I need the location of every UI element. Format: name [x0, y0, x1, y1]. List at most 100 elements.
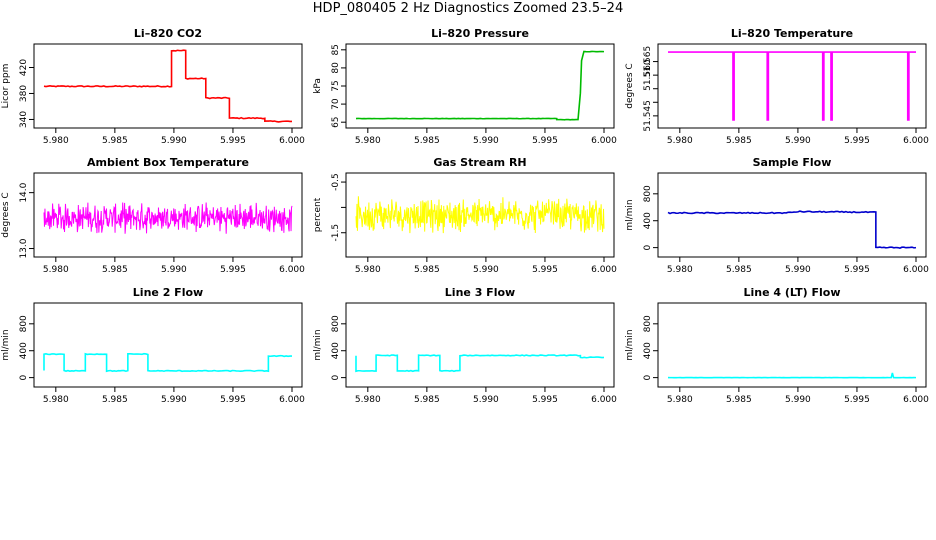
x-tick-label: 5.990	[473, 136, 499, 146]
x-tick-label: 5.995	[220, 136, 246, 146]
x-tick-label: 5.995	[220, 265, 246, 275]
x-tick-label: 5.995	[844, 395, 870, 405]
x-tick-label: 5.995	[532, 136, 558, 146]
data-series-line	[668, 51, 916, 121]
x-tick-label: 5.995	[844, 265, 870, 275]
y-tick-label: 420	[19, 59, 29, 76]
y-axis-label: degrees C	[625, 63, 635, 108]
x-tick-label: 5.980	[667, 136, 693, 146]
panel-title: Sample Flow	[753, 156, 832, 169]
y-tick-label: 800	[643, 185, 653, 202]
x-tick-label: 5.985	[102, 395, 128, 405]
x-tick-label: 5.980	[355, 395, 381, 405]
x-tick-label: 5.995	[220, 395, 246, 405]
x-tick-label: 5.990	[785, 395, 811, 405]
x-tick-label: 5.985	[414, 395, 440, 405]
panel-8: Line 3 Flow 5.980 5.985 5.990 5.995 6.000 0 400…	[313, 286, 617, 405]
panel-1: Li–820 CO2 5.980 5.985 5.990 5.995 6.000 340 38…	[1, 27, 305, 146]
panel-title: Line 4 (LT) Flow	[744, 286, 841, 299]
plot-frame	[33, 172, 303, 258]
data-series-line	[43, 202, 293, 234]
plot-frame	[33, 43, 303, 129]
panel-2: Li–820 Pressure 5.980 5.985 5.990 5.995 6.000…	[313, 27, 617, 146]
y-axis-label: kPa	[313, 78, 323, 94]
x-tick-label: 6.000	[279, 265, 305, 275]
x-tick-label: 5.980	[355, 265, 381, 275]
y-axis-label: ml/min	[625, 199, 635, 230]
y-axis-label: Licor ppm	[1, 64, 11, 109]
data-series-line	[43, 352, 293, 373]
x-tick-label: 5.980	[43, 395, 69, 405]
x-tick-label: 5.980	[667, 265, 693, 275]
data-series-line	[667, 372, 917, 379]
x-tick-label: 5.990	[161, 265, 187, 275]
y-tick-label: 400	[331, 342, 341, 359]
x-tick-label: 5.985	[726, 395, 752, 405]
panel-9: Line 4 (LT) Flow 5.980 5.985 5.990 5.995 6.00…	[625, 286, 929, 405]
x-tick-label: 5.985	[726, 265, 752, 275]
y-tick-label: 65	[331, 116, 341, 127]
y-tick-label: 14.0	[19, 182, 29, 202]
plot-frame	[33, 302, 303, 388]
data-series-line	[355, 196, 605, 234]
panel-title: Li–820 Pressure	[431, 27, 529, 40]
y-tick-label: -1.5	[331, 224, 341, 242]
y-axis-label: ml/min	[625, 329, 635, 360]
x-tick-label: 5.980	[667, 395, 693, 405]
plot-frame	[345, 302, 615, 388]
panel-title: Line 2 Flow	[133, 286, 203, 299]
y-tick-label: 75	[331, 80, 341, 91]
y-tick-label: 0	[19, 374, 29, 380]
y-tick-label: 380	[19, 85, 29, 102]
x-tick-label: 5.985	[102, 136, 128, 146]
y-tick-label: 51.565	[643, 46, 653, 77]
data-series-line	[355, 50, 605, 121]
y-tick-label: 340	[19, 111, 29, 128]
y-axis-label: percent	[313, 197, 323, 232]
x-tick-label: 5.990	[161, 136, 187, 146]
x-tick-label: 5.980	[43, 136, 69, 146]
y-tick-label: 800	[19, 315, 29, 332]
panel-title: Line 3 Flow	[445, 286, 515, 299]
y-tick-label: 800	[331, 315, 341, 332]
y-axis-label: ml/min	[1, 329, 11, 360]
panel-title: Li–820 CO2	[134, 27, 202, 40]
y-tick-label: 13.0	[19, 238, 29, 258]
x-tick-label: 5.980	[43, 265, 69, 275]
panel-title: Ambient Box Temperature	[87, 156, 249, 169]
plot-frame	[345, 172, 615, 258]
y-tick-label: 400	[643, 342, 653, 359]
plot-frame	[657, 302, 927, 388]
y-tick-label: 51.560	[643, 59, 653, 91]
x-tick-label: 5.995	[532, 395, 558, 405]
x-tick-label: 5.980	[355, 136, 381, 146]
panel-3: Li–820 Temperature 5.980 5.985 5.990 5.995 6.…	[625, 27, 929, 146]
panel-title: Li–820 Temperature	[731, 27, 853, 40]
plot-frame	[345, 43, 615, 129]
x-tick-label: 6.000	[591, 136, 617, 146]
x-tick-label: 6.000	[903, 395, 929, 405]
x-tick-label: 6.000	[903, 136, 929, 146]
x-tick-label: 5.990	[785, 136, 811, 146]
x-tick-label: 5.990	[473, 395, 499, 405]
x-tick-label: 6.000	[903, 265, 929, 275]
plot-frame	[657, 172, 927, 258]
panel-5: Gas Stream RH 5.980 5.985 5.990 5.995 6.000 -1…	[313, 156, 617, 275]
y-tick-label: 400	[643, 212, 653, 229]
panel-4: Ambient Box Temperature 5.980 5.985 5.990 5.…	[1, 156, 305, 275]
y-tick-label: 800	[643, 315, 653, 332]
y-tick-label: 0	[643, 244, 653, 250]
x-tick-label: 5.985	[726, 136, 752, 146]
y-tick-label: 85	[331, 44, 341, 55]
x-tick-label: 5.995	[532, 265, 558, 275]
x-tick-label: 6.000	[591, 395, 617, 405]
y-tick-label: 70	[331, 98, 341, 110]
y-tick-label: -0.5	[331, 173, 341, 191]
x-tick-label: 6.000	[279, 136, 305, 146]
panel-6: Sample Flow 5.980 5.985 5.990 5.995 6.000 0 400…	[625, 156, 929, 275]
x-tick-label: 6.000	[279, 395, 305, 405]
y-tick-label: 400	[19, 342, 29, 359]
data-series-line	[667, 210, 917, 249]
x-tick-label: 5.990	[785, 265, 811, 275]
